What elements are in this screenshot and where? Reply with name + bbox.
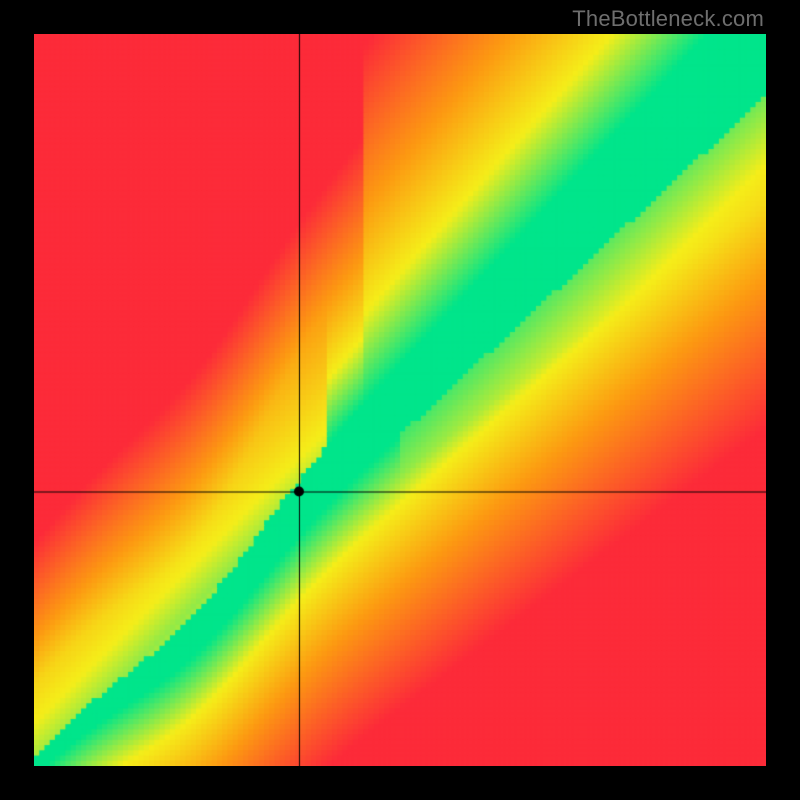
watermark-text: TheBottleneck.com <box>572 6 764 32</box>
heatmap-canvas <box>34 34 766 766</box>
heatmap-plot <box>34 34 766 766</box>
